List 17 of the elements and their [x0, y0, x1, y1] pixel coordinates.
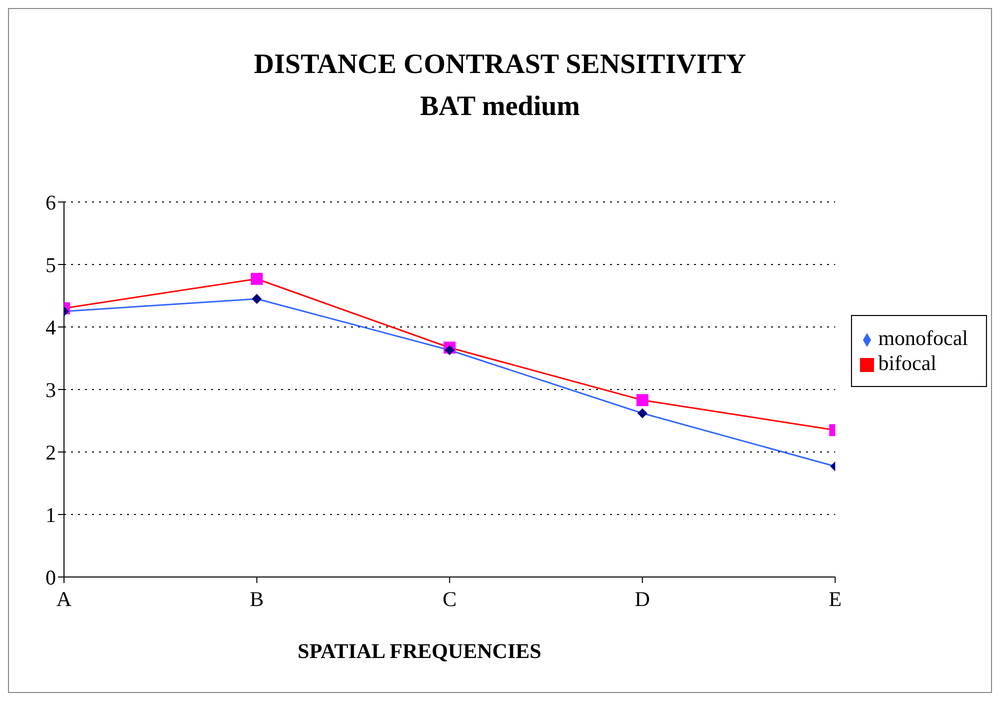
x-tick-label: E	[828, 586, 842, 611]
x-tick-label: A	[56, 586, 72, 611]
x-tick-label: D	[634, 586, 650, 611]
x-tick-label: B	[250, 586, 264, 611]
y-tick-label: 5	[46, 252, 56, 277]
legend-label: monofocal	[878, 326, 968, 350]
y-tick-label: 1	[46, 502, 56, 527]
y-tick-label: 6	[46, 190, 56, 214]
legend-label: bifocal	[878, 350, 936, 374]
y-tick-label: 0	[46, 565, 56, 590]
x-tick-label: C	[442, 586, 457, 611]
x-axis-title: SPATIAL FREQUENCIES	[296, 639, 542, 664]
y-tick-label: 3	[46, 378, 56, 402]
chart-subtitle: BAT medium	[419, 91, 581, 123]
y-tick-label: 4	[46, 315, 56, 340]
chart-title: DISTANCE CONTRAST SENSITIVITY	[252, 49, 748, 81]
y-tick-label: 2	[46, 440, 56, 464]
